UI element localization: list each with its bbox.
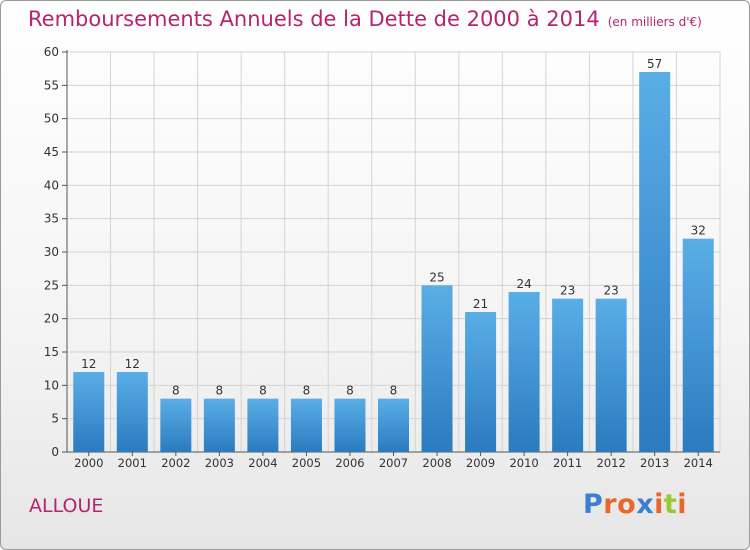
x-tick-label: 2005 [292, 456, 321, 470]
bar [552, 298, 584, 452]
x-tick-label: 2003 [205, 456, 234, 470]
data-label: 12 [125, 357, 140, 371]
commune-name: ALLOUE [29, 495, 104, 517]
data-label: 8 [172, 384, 180, 398]
bar [639, 72, 671, 452]
bar [203, 398, 235, 452]
data-label: 21 [473, 297, 488, 311]
y-tick-label: 50 [44, 112, 59, 126]
x-tick-label: 2000 [74, 456, 103, 470]
x-tick-label: 2008 [422, 456, 451, 470]
y-tick-label: 45 [44, 145, 59, 159]
bars [73, 72, 714, 452]
data-labels: 12 12 8 8 8 8 8 8 25 21 24 23 23 57 32 [81, 57, 706, 398]
logo-letter: t [663, 489, 678, 520]
bar [465, 312, 497, 452]
logo-letter: x [636, 489, 655, 520]
y-tick-label: 0 [51, 445, 59, 459]
data-label: 23 [560, 284, 575, 298]
x-tick-label: 2011 [553, 456, 582, 470]
data-label: 25 [429, 270, 444, 284]
bar [247, 398, 279, 452]
y-tick-label: 60 [44, 45, 59, 59]
chart-title: Remboursements Annuels de la Dette de 20… [28, 7, 702, 31]
data-label: 8 [259, 384, 267, 398]
y-tick-label: 15 [44, 345, 59, 359]
data-label: 12 [81, 357, 96, 371]
data-label: 8 [390, 384, 398, 398]
logo-letter: i [677, 489, 688, 520]
data-label: 57 [647, 57, 662, 71]
y-tick-label: 25 [44, 278, 59, 292]
logo-letter: r [603, 489, 618, 520]
bar [160, 398, 192, 452]
x-tick-label: 2014 [684, 456, 713, 470]
x-tick-label: 2010 [509, 456, 538, 470]
data-label: 8 [346, 384, 354, 398]
y-tick-label: 10 [44, 378, 59, 392]
x-tick-label: 2006 [335, 456, 364, 470]
bar [73, 372, 105, 452]
y-tick-label: 30 [44, 245, 59, 259]
y-tick-label: 55 [44, 78, 59, 92]
logo-letter: P [583, 489, 604, 520]
x-tick-label: 2012 [597, 456, 626, 470]
data-label: 24 [516, 277, 531, 291]
proxiti-logo: Proxiti [583, 489, 687, 520]
y-tick-label: 40 [44, 178, 59, 192]
bar [421, 285, 453, 452]
bar [334, 398, 366, 452]
bar [508, 292, 540, 452]
bar [116, 372, 148, 452]
bar [378, 398, 409, 452]
data-label: 23 [604, 284, 619, 298]
y-tick-label: 5 [51, 412, 59, 426]
y-tick-label: 20 [44, 312, 59, 326]
x-tick-label: 2001 [118, 456, 147, 470]
data-label: 8 [216, 384, 224, 398]
x-tick-label: 2007 [379, 456, 408, 470]
x-tick-label: 2004 [248, 456, 277, 470]
bar [682, 238, 714, 452]
data-label: 8 [303, 384, 311, 398]
logo-letter: i [654, 489, 664, 520]
bar [290, 398, 322, 452]
y-tick-label: 35 [44, 212, 59, 226]
bar [595, 298, 627, 452]
data-label: 32 [691, 224, 706, 238]
x-tick-label: 2009 [466, 456, 495, 470]
x-tick-label: 2013 [640, 456, 669, 470]
chart-title-text: Remboursements Annuels de la Dette de 20… [28, 7, 600, 31]
chart-subtitle: (en milliers d'€) [607, 15, 702, 29]
logo-letter: o [617, 489, 637, 520]
x-tick-label: 2002 [161, 456, 190, 470]
